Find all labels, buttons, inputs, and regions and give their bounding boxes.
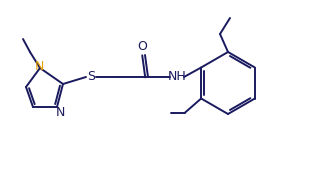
Text: O: O [137,41,147,53]
Text: N: N [34,61,44,73]
Text: S: S [87,69,95,82]
Text: NH: NH [168,69,186,82]
Text: N: N [55,105,65,118]
